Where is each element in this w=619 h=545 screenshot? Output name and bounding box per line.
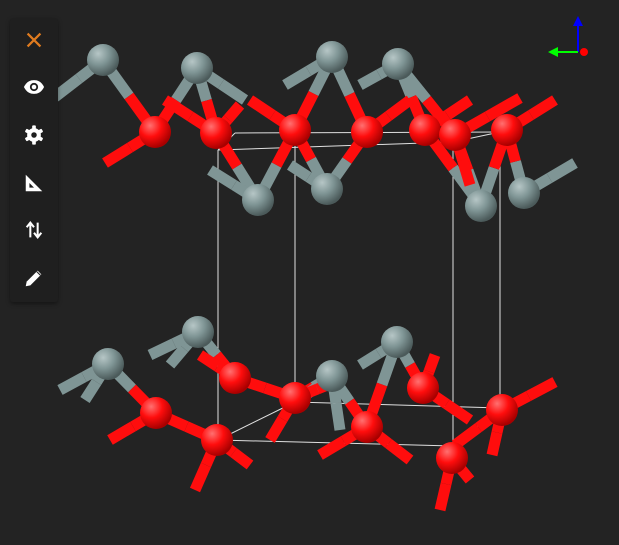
bond-segment [287, 160, 312, 182]
bond-segment [385, 439, 414, 465]
bond-segment [443, 399, 474, 425]
x-axis-dot [580, 48, 588, 56]
bond-segment [451, 423, 482, 450]
atom-red [409, 114, 441, 146]
atom-gray [316, 41, 348, 73]
bond-segment [57, 372, 87, 395]
bond-segment [102, 142, 133, 168]
eye-icon [23, 80, 45, 94]
settings-button[interactable] [22, 123, 46, 147]
unit-cell-edge [294, 401, 501, 409]
bond-segment [189, 462, 212, 493]
atom-red [491, 114, 523, 146]
atom-red [486, 394, 518, 426]
atom-gray [381, 326, 413, 358]
unit-cell-edge [217, 141, 454, 151]
atom-red [200, 117, 232, 149]
atom-red [407, 372, 439, 404]
atom-red [436, 442, 468, 474]
bond-segment [265, 416, 288, 443]
atom-gray [92, 348, 124, 380]
bond-segment [444, 95, 474, 120]
atom-red [351, 116, 383, 148]
visibility-button[interactable] [22, 75, 46, 99]
bond-segment [423, 353, 441, 374]
bond-segment [546, 158, 578, 183]
z-axis-arrow-icon [573, 16, 583, 26]
bond-segment [51, 74, 83, 102]
measure-button[interactable] [22, 171, 46, 195]
bond-segment [230, 448, 254, 470]
atom-gray [87, 44, 119, 76]
atom-red [279, 114, 311, 146]
atom-red [201, 424, 233, 456]
atom-red [219, 362, 251, 394]
bond-segment [385, 95, 414, 121]
bond-segment [357, 348, 382, 370]
y-axis-arrow-icon [548, 47, 558, 57]
bond-segment [357, 69, 382, 90]
atom-red [351, 411, 383, 443]
bond-segment [246, 95, 276, 120]
bond-segment [282, 66, 312, 90]
bond-segment [330, 402, 346, 431]
bond-segment [80, 379, 102, 403]
atom-gray [311, 173, 343, 205]
bond-segment [223, 101, 245, 123]
atoms [87, 41, 540, 474]
bond-segment [196, 350, 221, 372]
bond-segment [434, 482, 452, 512]
atom-red [139, 116, 171, 148]
bond-segment [457, 158, 476, 187]
bond-segment [207, 165, 237, 190]
atom-gray [465, 190, 497, 222]
bond-segment [456, 465, 475, 484]
close-button[interactable] [22, 28, 46, 52]
atom-red [439, 119, 471, 151]
bond-segment [528, 95, 558, 120]
close-icon [26, 32, 42, 48]
atom-red [140, 397, 172, 429]
bond-segment [165, 344, 189, 369]
atom-gray [382, 48, 414, 80]
bond-segment [317, 436, 347, 460]
bond-segment [162, 95, 194, 122]
swap-button[interactable] [22, 218, 46, 242]
atom-gray [316, 360, 348, 392]
bond-segment [107, 421, 136, 445]
set-square-icon [25, 174, 43, 192]
edit-button[interactable] [22, 266, 46, 290]
bond-segment [525, 377, 558, 401]
toolbar [10, 18, 58, 302]
bond-segment [217, 79, 249, 105]
axes-indicator [548, 16, 588, 57]
bond-segment [147, 338, 177, 360]
bond-segment [486, 431, 503, 457]
gear-icon [25, 125, 43, 145]
atom-gray [181, 52, 213, 84]
swap-vertical-icon [25, 221, 43, 239]
pencil-icon [25, 270, 42, 287]
atom-red [279, 382, 311, 414]
bond-segment [484, 93, 523, 122]
atom-gray [242, 184, 274, 216]
atom-gray [182, 316, 214, 348]
atom-gray [508, 177, 540, 209]
